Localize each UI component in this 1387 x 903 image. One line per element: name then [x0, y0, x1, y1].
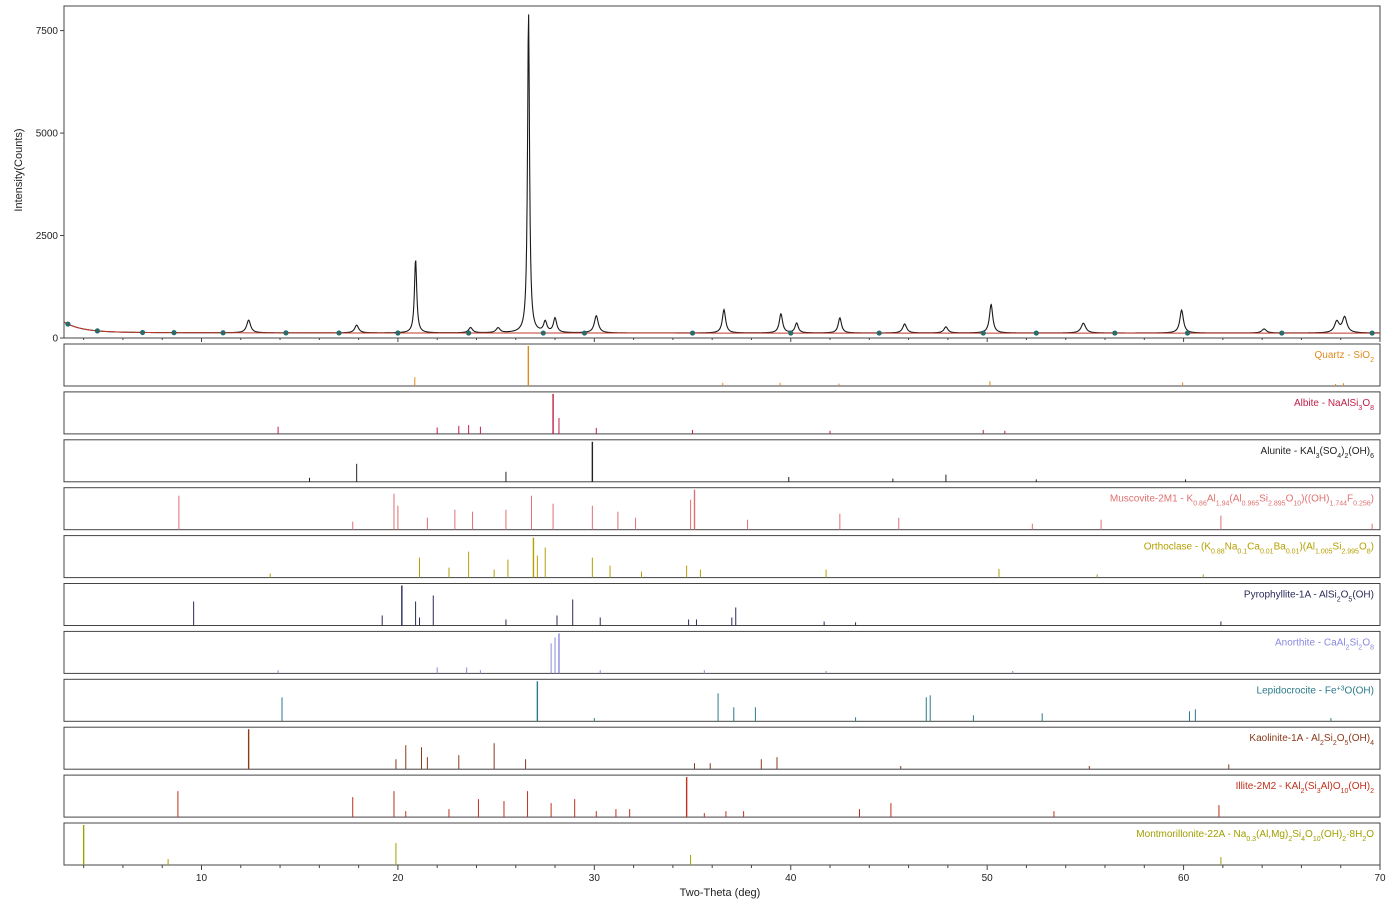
y-tick-label: 5000: [36, 129, 59, 140]
x-tick-label: 20: [392, 873, 404, 884]
phase-panel: Alunite - KAl3(SO4)2(OH)6: [63, 439, 1381, 483]
background-point: [876, 330, 882, 336]
phase-panel: Illite-2M2 - KAl2(Si3Al)O10(OH)2: [63, 774, 1381, 818]
phase-label: Pyrophyllite-1A - AlSi2O5(OH): [1244, 590, 1374, 604]
phase-panel-frame: [63, 343, 1381, 387]
phase-panel: Anorthite - CaAl2Si2O8: [63, 630, 1381, 674]
main-plot-area: 0 2500 5000 7500: [36, 5, 1381, 345]
background-point: [283, 330, 289, 336]
phase-panel: Quartz - SiO2: [63, 343, 1381, 387]
x-tick-label: 10: [196, 873, 208, 884]
background-point: [1279, 330, 1285, 336]
phase-panel: Lepidocrocite - Fe+3O(OH): [63, 678, 1381, 722]
background-point: [466, 330, 472, 336]
background-point: [1184, 330, 1191, 336]
phase-panel: Pyrophyllite-1A - AlSi2O5(OH): [63, 583, 1381, 626]
phase-label: Illite-2M2 - KAl2(Si3Al)O10(OH)2: [1236, 781, 1375, 795]
phase-label: Alunite - KAl3(SO4)2(OH)6: [1261, 446, 1375, 460]
background-point: [171, 330, 177, 336]
background-point: [788, 330, 794, 336]
phase-panel-frame: [63, 391, 1381, 435]
phase-reference-panels: Quartz - SiO2 Albite - NaAlSi3O8 Alunite -…: [63, 343, 1381, 866]
main-plot-frame: [63, 5, 1381, 339]
phase-label: Quartz - SiO2: [1315, 350, 1375, 364]
background-point: [1112, 330, 1118, 336]
x-axis: 10 20 30 40 50 60 70: [83, 338, 1386, 884]
phase-panel-frame: [63, 822, 1381, 866]
phase-panel-frame: [63, 487, 1381, 531]
background-point: [139, 329, 146, 336]
background-point: [395, 330, 401, 336]
background-point: [980, 330, 986, 336]
phase-panel-frame: [63, 630, 1381, 674]
background-point: [220, 330, 226, 336]
background-point: [1369, 330, 1375, 336]
x-tick-label: 70: [1374, 873, 1386, 884]
y-tick-label: 2500: [36, 231, 59, 242]
background-point: [540, 330, 546, 336]
background-point: [94, 328, 100, 334]
background-point: [1033, 330, 1039, 336]
phase-panel-frame: [63, 726, 1381, 770]
y-tick-label: 7500: [36, 26, 59, 37]
x-axis-title: Two-Theta (deg): [680, 887, 761, 899]
diffraction-pattern-line: [63, 14, 1380, 334]
x-tick-label: 30: [589, 873, 601, 884]
phase-panel-frame: [63, 535, 1381, 579]
x-tick-label: 40: [785, 873, 797, 884]
y-tick-label: 0: [52, 334, 58, 345]
phase-panel: Albite - NaAlSi3O8: [63, 391, 1381, 435]
phase-panel-frame: [63, 678, 1381, 722]
x-tick-label: 50: [982, 873, 994, 884]
phase-label: Kaolinite-1A - Al2Si2O5(OH)4: [1249, 733, 1374, 747]
phase-label: Anorthite - CaAl2Si2O8: [1275, 637, 1374, 651]
background-point: [65, 321, 71, 327]
y-axis-title: Intensity(Counts): [13, 128, 25, 211]
background-line: [63, 321, 1380, 334]
phase-panel-frame: [63, 583, 1381, 626]
phase-panel: Muscovite-2M1 - K0.86Al1.94(Al0.965Si2.8…: [63, 487, 1381, 531]
phase-label: Montmorillonite-22A - Na0.3(Al,Mg)2Si4O1…: [1136, 829, 1374, 843]
x-tick-label: 60: [1178, 873, 1190, 884]
phase-label: Albite - NaAlSi3O8: [1294, 398, 1374, 412]
phase-panel-frame: [63, 439, 1381, 483]
phase-panel: Montmorillonite-22A - Na0.3(Al,Mg)2Si4O1…: [63, 822, 1381, 866]
phase-panel-frame: [63, 774, 1381, 818]
background-point: [336, 330, 342, 336]
phase-panel: Orthoclase - (K0.88Na0.1Ca0.01Ba0.01)(Al…: [63, 535, 1381, 579]
background-point: [581, 330, 588, 336]
phase-label: Lepidocrocite - Fe+3O(OH): [1257, 685, 1374, 697]
phase-panel: Kaolinite-1A - Al2Si2O5(OH)4: [63, 726, 1381, 770]
phase-label: Muscovite-2M1 - K0.86Al1.94(Al0.965Si2.8…: [1110, 494, 1374, 508]
phase-label: Orthoclase - (K0.88Na0.1Ca0.01Ba0.01)(Al…: [1144, 542, 1374, 556]
background-point: [689, 330, 696, 336]
